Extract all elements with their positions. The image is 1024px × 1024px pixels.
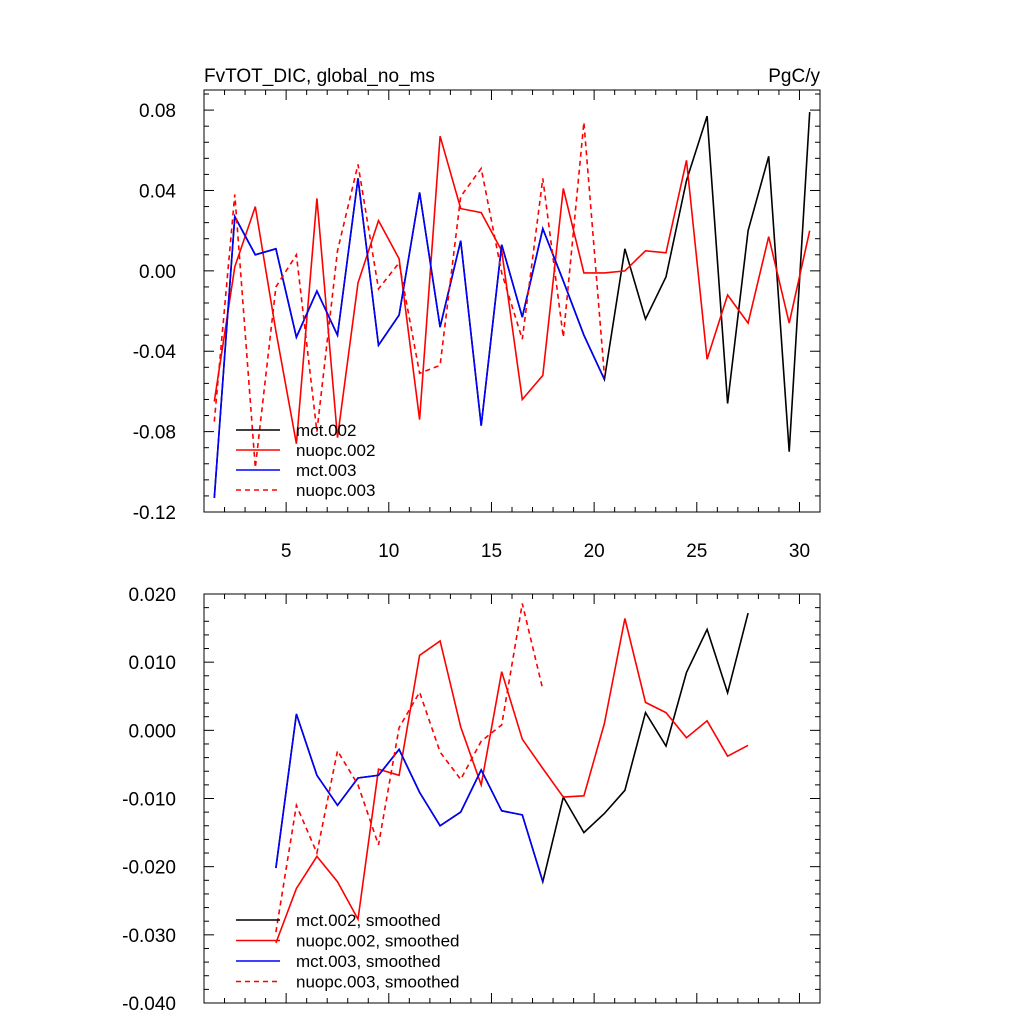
- y-tick-label: 0.00: [139, 262, 176, 283]
- y-tick-label: 0.010: [128, 653, 176, 674]
- x-tick-label: 25: [686, 541, 707, 562]
- series-line: [275, 612, 749, 885]
- y-tick-label: -0.030: [122, 926, 176, 947]
- y-tick-label: -0.010: [122, 790, 176, 811]
- series-line: [213, 178, 606, 498]
- chart-title: FvTOT_DIC, global_no_ms: [204, 66, 435, 87]
- legend-label: nuopc.003, smoothed: [296, 973, 460, 992]
- y-tick-label: 0.08: [139, 101, 176, 122]
- y-axis-ticks: -0.040 -0.030 -0.020 -0.010 0.000 0.010 0.020: [122, 585, 820, 1015]
- x-axis-ticks: 5 10 15 20 25 30: [203, 90, 821, 562]
- y-tick-label: -0.04: [133, 342, 177, 363]
- legend-label: mct.003, smoothed: [296, 952, 441, 971]
- chart-units: PgC/y: [768, 66, 820, 87]
- y-axis-ticks: -0.12 -0.08 -0.04 0.00 0.04 0.08: [133, 93, 820, 524]
- x-tick-label: 20: [584, 541, 605, 562]
- legend-label: mct.002: [296, 421, 356, 440]
- series-line: [275, 618, 749, 944]
- series-lines: [275, 603, 749, 944]
- bottom-panel: -0.040 -0.030 -0.020 -0.010 0.000 0.010 0.020 m…: [122, 585, 821, 1015]
- y-tick-label: 0.000: [128, 721, 176, 742]
- series-line: [275, 603, 544, 933]
- series-line: [275, 713, 544, 882]
- legend-label: mct.002, smoothed: [296, 911, 441, 930]
- x-tick-label: 15: [481, 541, 502, 562]
- legend: mct.002, smoothed nuopc.002, smoothedmct.…: [236, 911, 460, 992]
- legend-label: mct.003: [296, 461, 356, 480]
- x-axis-ticks: [203, 594, 821, 1003]
- y-tick-label: -0.040: [122, 994, 176, 1015]
- legend-label: nuopc.003: [296, 481, 375, 500]
- top-panel: FvTOT_DIC, global_no_ms PgC/y 5 10 15 20 25 3…: [133, 66, 821, 562]
- series-line: [213, 122, 606, 468]
- legend-label: nuopc.002: [296, 441, 375, 460]
- series-lines: [213, 112, 811, 498]
- legend-label: nuopc.002, smoothed: [296, 932, 460, 951]
- y-tick-label: -0.020: [122, 858, 176, 879]
- y-tick-label: -0.08: [133, 423, 176, 444]
- y-tick-label: 0.04: [139, 181, 176, 202]
- y-tick-label: 0.020: [128, 585, 176, 606]
- series-line: [213, 135, 811, 444]
- x-tick-label: 30: [789, 541, 810, 562]
- x-tick-label: 10: [378, 541, 399, 562]
- y-tick-label: -0.12: [133, 503, 176, 524]
- x-tick-label: 5: [281, 541, 292, 562]
